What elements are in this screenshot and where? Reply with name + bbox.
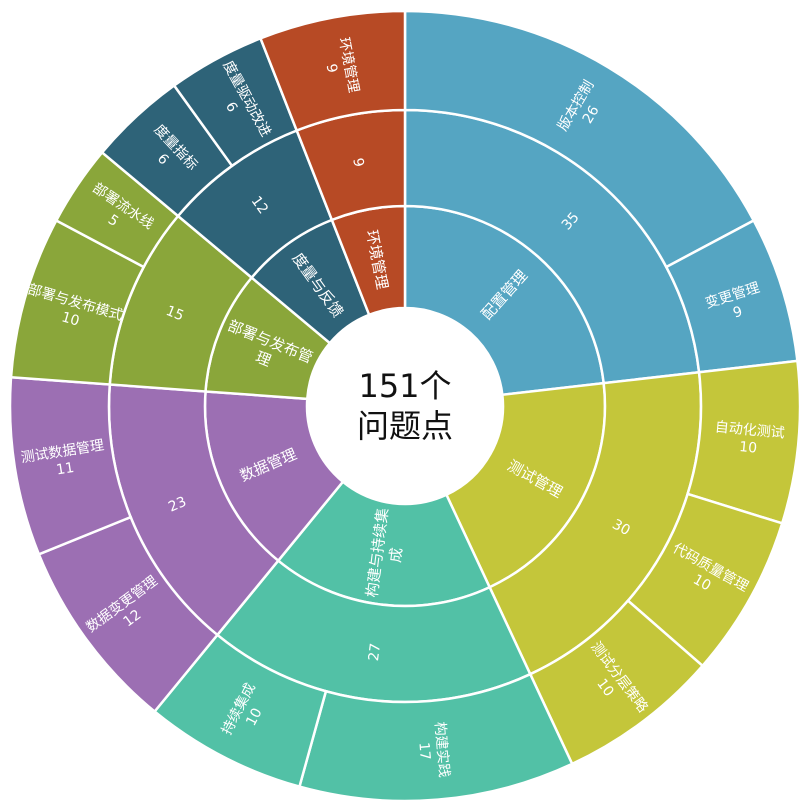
subcategory-label-0-0-line-1: 26: [580, 103, 603, 127]
category-value-2-line-0: 27: [366, 642, 384, 662]
center-label-caption: 问题点: [357, 407, 453, 445]
subcategory-label-2-0-line-0: 构建实践: [431, 721, 452, 778]
category-value-4-line-0: 15: [164, 303, 187, 325]
subcategory-label-2-0-line-1: 17: [415, 742, 432, 761]
category-value-3: 23: [166, 494, 189, 516]
category-value-2: 27: [366, 642, 384, 662]
category-value-1: 30: [609, 516, 632, 539]
subcategory-6-0: [258, 9, 407, 133]
subcategory-label-2-1-line-1: 10: [243, 706, 265, 729]
category-value-3-line-0: 23: [166, 494, 189, 516]
center-label-total: 151个: [358, 367, 451, 405]
subcategory-label-1-1-line-1: 10: [690, 572, 713, 595]
category-value-4: 15: [164, 303, 187, 325]
category-label-2-line-1: 成: [386, 546, 406, 563]
sunburst-segments: [8, 9, 802, 803]
subcategory-label-2-0: 构建实践17: [414, 721, 452, 780]
category-value-1-line-0: 30: [609, 516, 632, 539]
subcategory-label-1-0: 自动化测试10: [712, 419, 785, 459]
category-value-6-line-0: 9: [349, 157, 366, 169]
category-value-6: 9: [349, 157, 366, 169]
category-label-4-line-1: 理: [253, 348, 274, 370]
subcategory-label-1-0-line-0: 自动化测试: [714, 419, 785, 441]
subcategory-label-4-0-line-1: 10: [60, 309, 82, 329]
center-hole: [307, 308, 503, 504]
subcategory-label-6-0-line-1: 9: [323, 62, 340, 74]
subcategory-label-3-1-line-1: 11: [55, 460, 75, 479]
subcategory-label-1-0-line-1: 10: [738, 439, 757, 457]
